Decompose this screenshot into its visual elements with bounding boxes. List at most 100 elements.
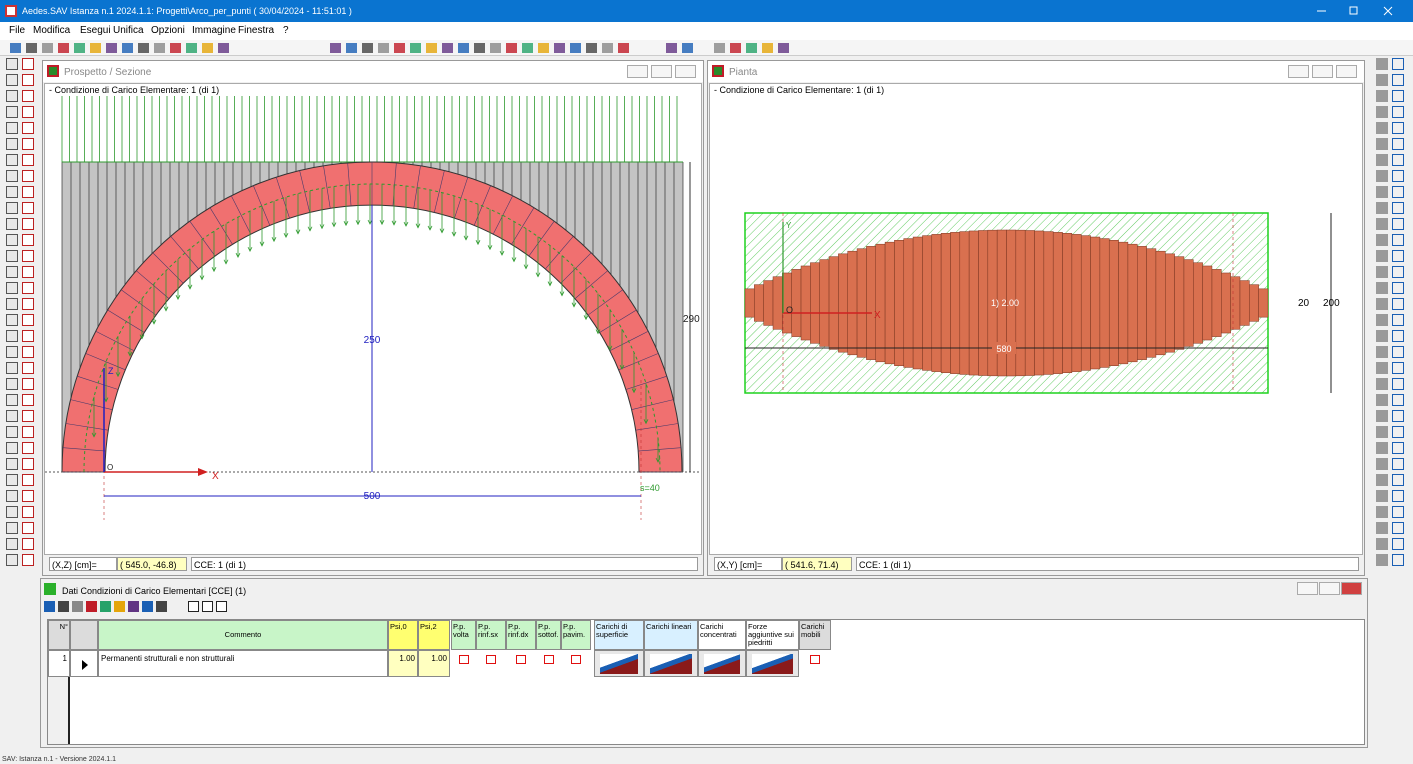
side-tool-button[interactable] [22, 330, 34, 342]
panel-tool-button[interactable] [128, 601, 139, 612]
side-tool-button[interactable] [22, 58, 34, 70]
toolbar-button[interactable] [570, 43, 581, 53]
side-tool-button[interactable] [22, 490, 34, 502]
side-tool-button[interactable] [1392, 154, 1404, 166]
side-tool-button[interactable] [6, 506, 18, 518]
side-tool-button[interactable] [1392, 122, 1404, 134]
side-tool-button[interactable] [1376, 442, 1388, 454]
table-cell[interactable]: 1.00 [418, 650, 450, 677]
side-tool-button[interactable] [22, 218, 34, 230]
side-tool-button[interactable] [1392, 378, 1404, 390]
menu-item[interactable]: Esegui [80, 25, 111, 36]
side-tool-button[interactable] [6, 266, 18, 278]
toolbar-button[interactable] [426, 43, 437, 53]
toolbar-button[interactable] [378, 43, 389, 53]
window-button[interactable] [627, 65, 648, 78]
side-tool-button[interactable] [6, 410, 18, 422]
side-tool-button[interactable] [22, 458, 34, 470]
toolbar-button[interactable] [202, 43, 213, 53]
side-tool-button[interactable] [1376, 106, 1388, 118]
side-tool-button[interactable] [22, 122, 34, 134]
side-tool-button[interactable] [1392, 458, 1404, 470]
side-tool-button[interactable] [6, 138, 18, 150]
toolbar-button[interactable] [474, 43, 485, 53]
side-tool-button[interactable] [6, 458, 18, 470]
side-tool-button[interactable] [1392, 282, 1404, 294]
side-tool-button[interactable] [6, 330, 18, 342]
menu-item[interactable]: Unifica [113, 25, 144, 36]
side-tool-button[interactable] [22, 506, 34, 518]
side-tool-button[interactable] [6, 218, 18, 230]
side-tool-button[interactable] [22, 106, 34, 118]
toolbar-button[interactable] [442, 43, 453, 53]
side-tool-button[interactable] [1376, 266, 1388, 278]
toolbar-button[interactable] [730, 43, 741, 53]
side-tool-button[interactable] [22, 202, 34, 214]
side-tool-button[interactable] [6, 250, 18, 262]
menu-item[interactable]: File [9, 25, 26, 36]
toolbar-button[interactable] [458, 43, 469, 53]
side-tool-button[interactable] [1392, 90, 1404, 102]
side-tool-button[interactable] [1392, 554, 1404, 566]
side-tool-button[interactable] [1392, 314, 1404, 326]
side-tool-button[interactable] [1376, 90, 1388, 102]
side-tool-button[interactable] [6, 442, 18, 454]
panel-tool-button[interactable] [142, 601, 153, 612]
window-button[interactable] [1312, 65, 1333, 78]
side-tool-button[interactable] [1376, 426, 1388, 438]
toolbar-button[interactable] [554, 43, 565, 53]
side-tool-button[interactable] [6, 74, 18, 86]
side-tool-button[interactable] [22, 362, 34, 374]
side-tool-button[interactable] [6, 554, 18, 566]
panel-tool-button[interactable] [44, 601, 55, 612]
side-tool-button[interactable] [1392, 330, 1404, 342]
side-tool-button[interactable] [1392, 474, 1404, 486]
side-tool-button[interactable] [1392, 426, 1404, 438]
side-tool-button[interactable] [6, 202, 18, 214]
checkbox[interactable] [810, 655, 820, 664]
toolbar-button[interactable] [586, 43, 597, 53]
menu-item[interactable]: Opzioni [151, 25, 185, 36]
side-tool-button[interactable] [6, 522, 18, 534]
side-tool-button[interactable] [6, 122, 18, 134]
side-tool-button[interactable] [1376, 330, 1388, 342]
side-tool-button[interactable] [22, 314, 34, 326]
side-tool-button[interactable] [6, 170, 18, 182]
side-tool-button[interactable] [22, 538, 34, 550]
side-tool-button[interactable] [1392, 138, 1404, 150]
side-tool-button[interactable] [22, 74, 34, 86]
side-tool-button[interactable] [1376, 538, 1388, 550]
menu-item[interactable]: ? [283, 25, 289, 36]
side-tool-button[interactable] [1392, 506, 1404, 518]
side-tool-button[interactable] [1376, 410, 1388, 422]
toolbar-button[interactable] [106, 43, 117, 53]
window-button[interactable] [1297, 582, 1318, 595]
side-tool-button[interactable] [1392, 362, 1404, 374]
side-tool-button[interactable] [22, 298, 34, 310]
menu-item[interactable]: Modifica [33, 25, 71, 36]
side-tool-button[interactable] [6, 490, 18, 502]
side-tool-button[interactable] [22, 554, 34, 566]
toolbar-button[interactable] [666, 43, 677, 53]
side-tool-button[interactable] [1392, 234, 1404, 246]
toolbar-button[interactable] [506, 43, 517, 53]
side-tool-button[interactable] [22, 522, 34, 534]
side-tool-button[interactable] [1376, 346, 1388, 358]
toolbar-button[interactable] [122, 43, 133, 53]
side-tool-button[interactable] [22, 394, 34, 406]
table-cell[interactable]: 1 [48, 650, 70, 677]
side-tool-button[interactable] [1392, 250, 1404, 262]
side-tool-button[interactable] [1376, 234, 1388, 246]
checkbox[interactable] [571, 655, 581, 664]
side-tool-button[interactable] [1392, 346, 1404, 358]
side-tool-button[interactable] [1392, 394, 1404, 406]
toolbar-button[interactable] [90, 43, 101, 53]
side-tool-button[interactable] [6, 362, 18, 374]
side-tool-button[interactable] [1376, 314, 1388, 326]
side-tool-button[interactable] [1376, 298, 1388, 310]
menu-item[interactable]: Finestra [238, 25, 275, 36]
side-tool-button[interactable] [22, 234, 34, 246]
side-tool-button[interactable] [1392, 538, 1404, 550]
side-tool-button[interactable] [1376, 122, 1388, 134]
side-tool-button[interactable] [6, 154, 18, 166]
